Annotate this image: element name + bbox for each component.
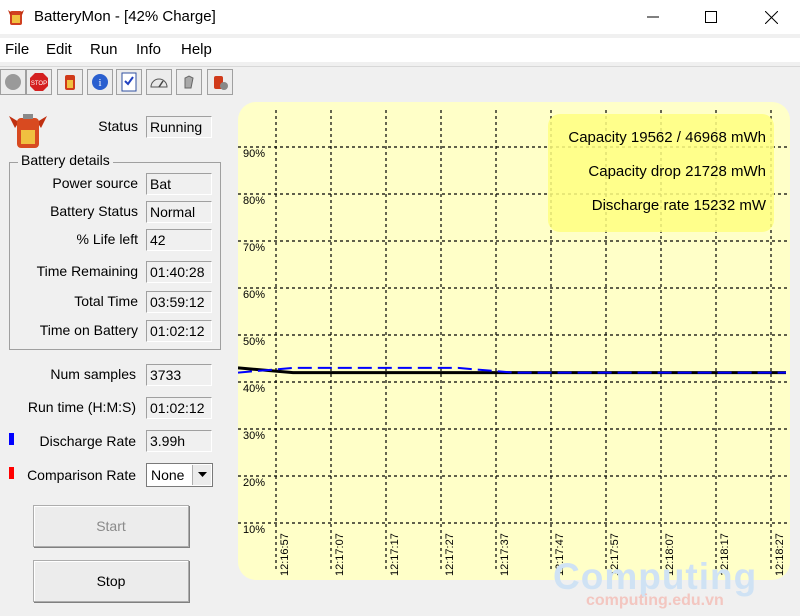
menu-info[interactable]: Info [136,41,162,58]
start-button[interactable]: Start [33,505,189,547]
time-on-battery-label: Time on Battery [39,322,138,338]
stop-button[interactable]: Stop [33,560,189,602]
toolbar-settings-button[interactable] [207,69,233,95]
toolbar-battery-button[interactable] [57,69,83,95]
menu-help[interactable]: Help [181,41,212,58]
chart-y-tick-label: 50% [243,336,265,348]
menu-bar: File Edit Run Info Help [0,38,800,62]
chart-info-text: Capacity 19562 / 46968 mWh [568,129,766,146]
chart-y-tick-label: 40% [243,383,265,395]
time-on-battery-value: 01:02:12 [146,320,212,342]
chart-y-tick-label: 10% [243,524,265,536]
svg-text:STOP: STOP [31,81,47,87]
maximize-button[interactable] [686,0,736,34]
chart-x-tick-label: 12:18:27 [774,533,786,576]
checklist-icon [121,72,137,92]
minimize-icon [647,16,659,18]
discharge-rate-color-marker [9,433,14,445]
battery-logo-icon [9,114,47,148]
chart-info-text: Discharge rate 15232 mW [592,197,767,214]
minimize-button[interactable] [628,0,678,34]
discharge-rate-value: 3.99h [146,430,212,452]
life-left-value: 42 [146,229,212,251]
power-source-value: Bat [146,173,212,195]
chevron-down-icon [197,472,207,477]
toolbar-info-button[interactable]: i [87,69,113,95]
chart-y-tick-label: 30% [243,430,265,442]
menu-file[interactable]: File [5,41,30,58]
total-time-value: 03:59:12 [146,291,212,313]
chart-x-tick-label: 12:17:37 [499,533,511,576]
run-time-value: 01:02:12 [146,397,212,419]
chart-y-tick-label: 70% [243,242,265,254]
toolbar-alarm-button[interactable] [176,69,202,95]
maximize-icon [705,11,717,23]
battery-chart: 10% 20% 30% 40% 50% 60% 70% 80% 90% 12:16:57 12:17… [237,102,790,580]
num-samples-label: Num samples [50,366,136,382]
chart-x-tick-label: 12:17:17 [389,533,401,576]
life-left-label: % Life left [76,231,138,247]
power-source-label: Power source [52,175,138,191]
left-panel [0,100,236,616]
chart-info-text: Capacity drop 21728 mWh [588,163,766,180]
close-button[interactable] [746,0,796,34]
time-remaining-value: 01:40:28 [146,261,212,283]
chart-x-tick-label: 12:17:07 [334,533,346,576]
window-title: BatteryMon - [42% Charge] [34,8,216,25]
battery-icon [65,75,75,90]
watermark-text: Computing [553,556,758,597]
chart-x-tick-label: 12:17:57 [609,533,621,576]
menu-edit[interactable]: Edit [46,41,72,58]
total-time-label: Total Time [74,293,138,309]
chart-canvas: 10% 20% 30% 40% 50% 60% 70% 80% 90% 12:16:57 12:17… [237,102,790,580]
chart-info-box [548,114,774,232]
settings-icon [214,76,228,90]
toolbar-gauge-button[interactable] [146,69,172,95]
chart-y-tick-label: 90% [243,148,265,160]
title-bar: BatteryMon - [42% Charge] [0,0,800,34]
menu-run[interactable]: Run [90,41,118,58]
battery-app-icon [8,10,24,25]
num-samples-value: 3733 [146,364,212,386]
chart-x-tick-label: 12:16:57 [279,533,291,576]
comparison-rate-selected: None [151,467,185,483]
discharge-rate-label: Discharge Rate [39,433,137,449]
chart-x-tick-label: 12:18:07 [664,533,676,576]
chart-y-tick-label: 60% [243,289,265,301]
svg-text:i: i [98,77,101,89]
chart-y-tick-label: 80% [243,195,265,207]
close-icon [764,10,778,24]
time-remaining-label: Time Remaining [36,263,138,279]
comparison-rate-color-marker [9,467,14,479]
info-icon: i [92,74,108,90]
chart-x-tick-label: 12:17:47 [554,533,566,576]
bell-icon [184,75,194,89]
battery-details-group [9,162,221,350]
run-time-label: Run time (H:M:S) [27,399,136,415]
chart-line-discharge [237,366,786,374]
status-label: Status [98,118,138,134]
watermark-url: computing.edu.vn [586,592,724,609]
comparison-rate-label: Comparison Rate [27,467,136,483]
chart-x-tick-label: 12:18:17 [719,533,731,576]
battery-status-label: Battery Status [50,203,138,219]
comparison-rate-dropdown-button[interactable] [192,465,211,485]
toolbar-stop-button[interactable]: STOP [26,69,52,95]
battery-details-title: Battery details [18,152,113,168]
gauge-icon [150,78,168,88]
stop-icon: STOP [30,73,48,91]
toolbar-checklist-button[interactable] [116,69,142,95]
comparison-rate-select[interactable]: None [146,463,213,487]
status-value: Running [146,116,212,138]
circle-icon [5,74,21,90]
chart-x-tick-label: 12:17:27 [444,533,456,576]
chart-y-tick-label: 20% [243,477,265,489]
battery-status-value: Normal [146,201,212,223]
toolbar: STOP i [0,66,800,99]
toolbar-record-button[interactable] [0,69,26,95]
